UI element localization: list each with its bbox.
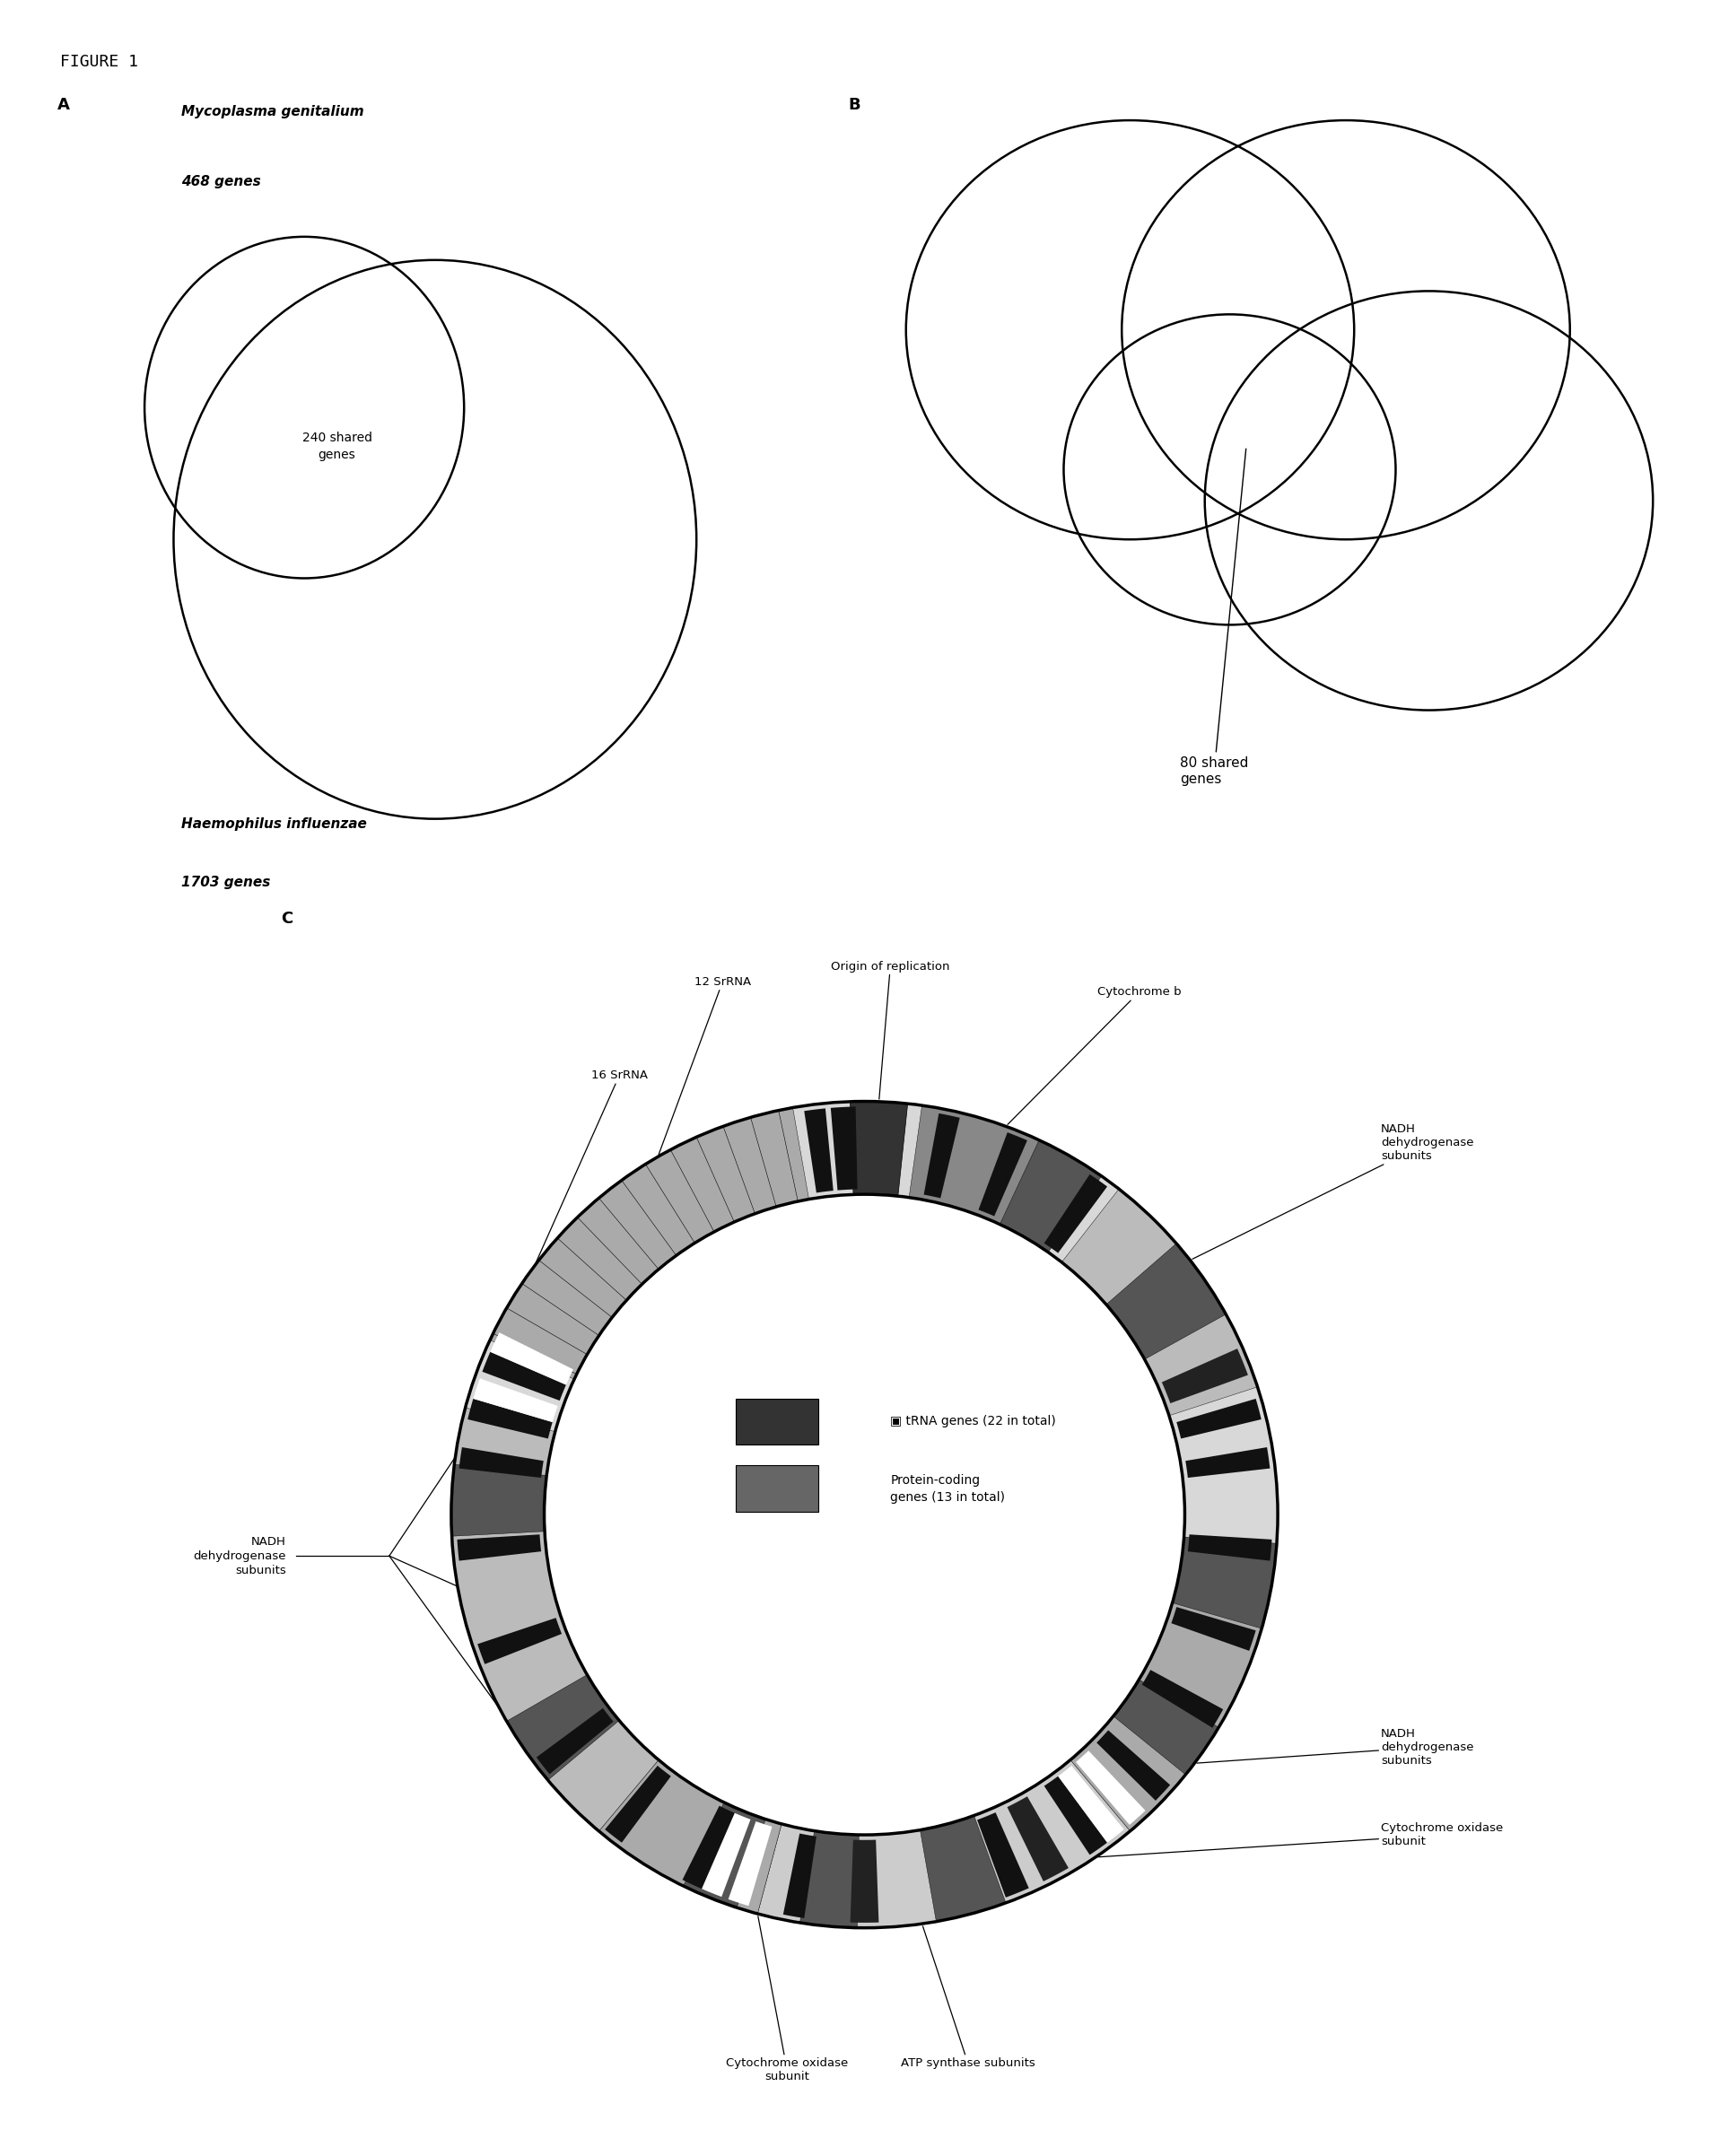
Text: 16 SrRNA: 16 SrRNA — [536, 1069, 648, 1263]
Polygon shape — [909, 1106, 1096, 1248]
Polygon shape — [451, 1464, 546, 1537]
Polygon shape — [1172, 1537, 1276, 1628]
Text: Cytochrome b: Cytochrome b — [1008, 987, 1181, 1125]
Polygon shape — [1075, 1751, 1145, 1824]
Polygon shape — [451, 1408, 659, 1830]
Polygon shape — [801, 1830, 859, 1927]
Text: NADH
dehydrogenase
subunits: NADH dehydrogenase subunits — [194, 1535, 285, 1576]
Text: Cytochrome oxidase
subunit: Cytochrome oxidase subunit — [726, 1917, 849, 2083]
Polygon shape — [683, 1807, 735, 1889]
Polygon shape — [1141, 1671, 1222, 1727]
Polygon shape — [999, 1141, 1101, 1253]
Bar — [735, 1399, 818, 1445]
Polygon shape — [702, 1813, 750, 1897]
Polygon shape — [456, 1535, 541, 1561]
Bar — [735, 1466, 818, 1511]
Polygon shape — [1062, 1188, 1257, 1416]
Polygon shape — [851, 1839, 878, 1923]
Text: 12 SrRNA: 12 SrRNA — [659, 977, 750, 1153]
Text: C: C — [280, 910, 292, 927]
Polygon shape — [1008, 1796, 1069, 1882]
Polygon shape — [507, 1675, 619, 1781]
Polygon shape — [830, 1106, 858, 1190]
Polygon shape — [1044, 1175, 1107, 1253]
Text: A: A — [57, 97, 69, 112]
Text: Origin of replication: Origin of replication — [832, 962, 949, 1100]
Polygon shape — [477, 1617, 562, 1664]
Polygon shape — [1107, 1244, 1226, 1358]
Text: ▣ tRNA genes (22 in total): ▣ tRNA genes (22 in total) — [890, 1414, 1056, 1427]
Text: NADH
dehydrogenase
subunits: NADH dehydrogenase subunits — [1196, 1727, 1473, 1766]
Polygon shape — [451, 1102, 1278, 1927]
Polygon shape — [1070, 1598, 1264, 1830]
Text: 1703 genes: 1703 genes — [182, 875, 270, 888]
Text: Haemophilus influenzae: Haemophilus influenzae — [182, 817, 367, 830]
Polygon shape — [1044, 1777, 1107, 1854]
Polygon shape — [1176, 1399, 1262, 1438]
Text: B: B — [847, 97, 859, 112]
Polygon shape — [1058, 1766, 1124, 1843]
Text: NADH
dehydrogenase
subunits: NADH dehydrogenase subunits — [1193, 1123, 1473, 1259]
Text: 80 shared
genes: 80 shared genes — [1179, 448, 1248, 785]
Polygon shape — [1186, 1447, 1271, 1477]
Polygon shape — [1188, 1535, 1273, 1561]
Polygon shape — [851, 1102, 908, 1197]
Polygon shape — [728, 1822, 773, 1906]
Polygon shape — [683, 1802, 766, 1908]
Polygon shape — [1096, 1731, 1171, 1800]
Polygon shape — [923, 1112, 960, 1199]
Polygon shape — [605, 1766, 671, 1843]
Text: Mycoplasma genitalium: Mycoplasma genitalium — [182, 106, 363, 119]
Polygon shape — [467, 1399, 553, 1438]
Text: Cytochrome oxidase
subunit: Cytochrome oxidase subunit — [1098, 1822, 1503, 1856]
Polygon shape — [489, 1108, 809, 1380]
Polygon shape — [1113, 1680, 1219, 1774]
Polygon shape — [804, 1108, 833, 1192]
Polygon shape — [1171, 1606, 1255, 1651]
Polygon shape — [1162, 1350, 1248, 1404]
Polygon shape — [920, 1815, 1006, 1921]
Polygon shape — [491, 1332, 574, 1384]
Text: 240 shared
genes: 240 shared genes — [303, 431, 372, 461]
Polygon shape — [757, 1759, 1131, 1927]
Polygon shape — [458, 1447, 543, 1477]
Polygon shape — [979, 1132, 1027, 1216]
Polygon shape — [598, 1759, 782, 1915]
Text: 468 genes: 468 genes — [182, 175, 261, 188]
Text: Protein-coding
genes (13 in total): Protein-coding genes (13 in total) — [890, 1475, 1005, 1503]
Polygon shape — [536, 1708, 614, 1774]
Polygon shape — [783, 1833, 816, 1919]
Polygon shape — [474, 1378, 558, 1423]
Polygon shape — [977, 1813, 1029, 1897]
Polygon shape — [482, 1352, 565, 1401]
Text: FIGURE 1: FIGURE 1 — [61, 54, 138, 69]
Text: ATP synthase subunits: ATP synthase subunits — [901, 1925, 1036, 2068]
